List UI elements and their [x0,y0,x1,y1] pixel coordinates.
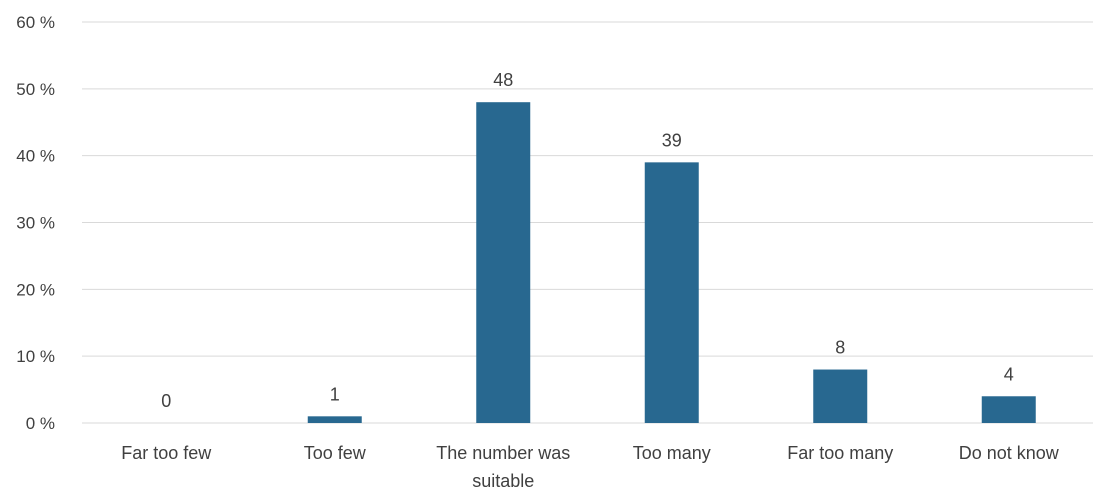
data-label: 0 [161,391,171,411]
category-label-line: Too few [304,443,367,463]
data-label: 1 [330,384,340,404]
y-tick-label: 60 % [16,13,55,32]
category-label: Too many [633,443,711,463]
category-label: Too few [304,443,367,463]
category-label-line: Far too few [121,443,212,463]
bars [307,102,1036,423]
category-label-line: Too many [633,443,711,463]
category-label-line: Far too many [787,443,893,463]
data-label: 48 [493,70,513,90]
gridlines [82,21,1093,424]
y-axis-tick-labels: 0 % 10 % 20 % 30 % 40 % 50 % 60 % [16,13,55,433]
category-label: The number was suitable [436,443,570,491]
bar [476,102,531,423]
y-tick-label: 50 % [16,80,55,99]
data-label: 4 [1004,364,1014,384]
bar [981,396,1036,423]
category-label: Far too few [121,443,212,463]
y-tick-label: 40 % [16,147,55,166]
category-label-line: Do not know [959,443,1060,463]
y-tick-label: 30 % [16,214,55,233]
category-label-line: The number was [436,443,570,463]
category-labels: Far too few Too few The number was suitable… [121,443,1060,491]
data-label: 39 [662,130,682,150]
data-labels: 0 1 48 39 8 4 [161,70,1014,411]
category-label: Do not know [959,443,1060,463]
bar [644,162,699,423]
y-tick-label: 20 % [16,280,55,299]
y-tick-label: 0 % [26,414,55,433]
category-label-line: suitable [472,471,534,491]
y-tick-label: 10 % [16,347,55,366]
bar [307,416,362,423]
bar [813,369,868,423]
category-label: Far too many [787,443,893,463]
data-label: 8 [835,338,845,358]
